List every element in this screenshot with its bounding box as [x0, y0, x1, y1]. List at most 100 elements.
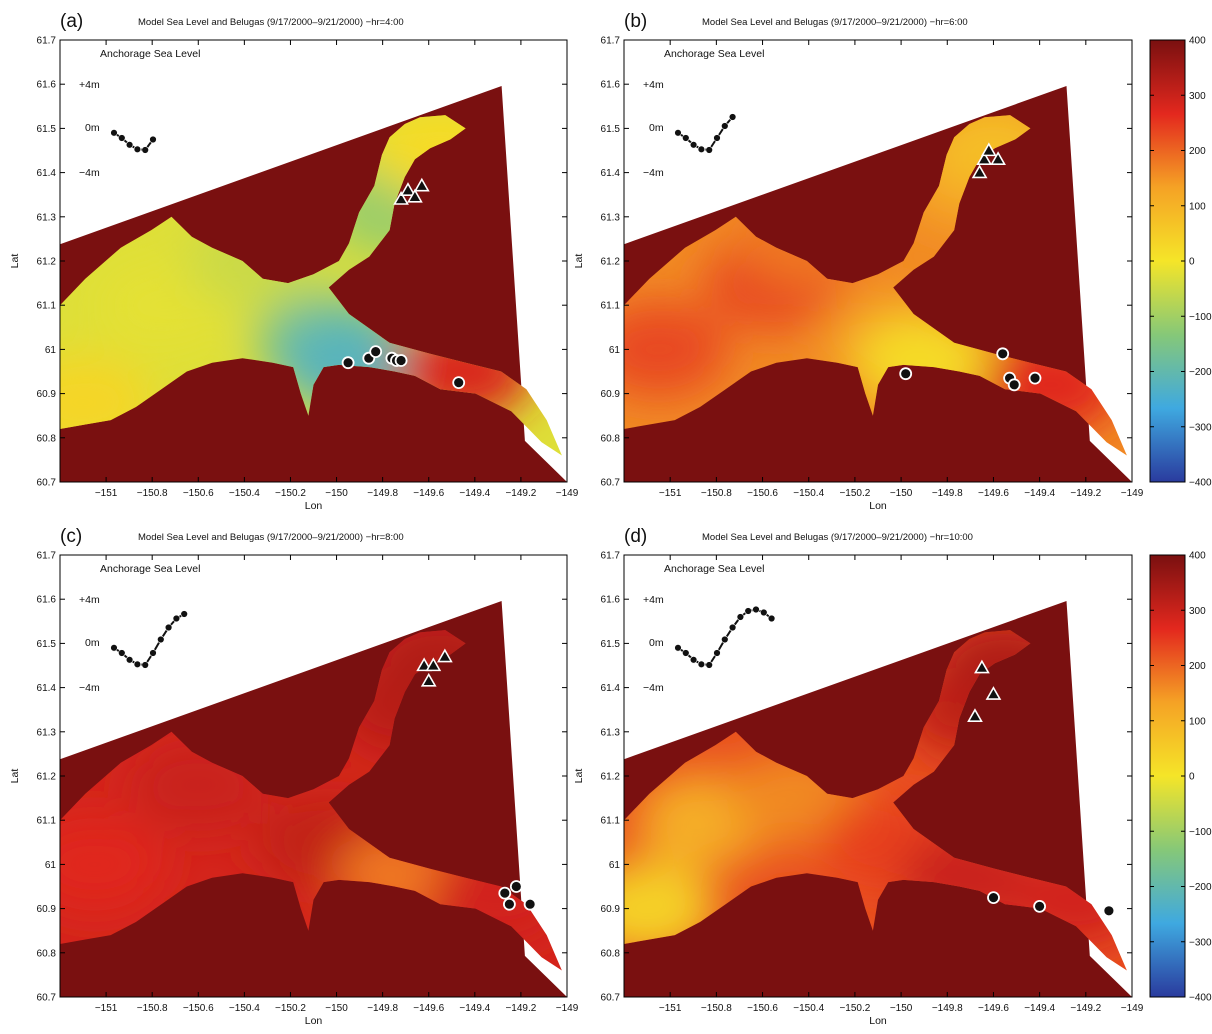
- beluga-triangle-marker: [974, 659, 990, 674]
- colorbar-tick-label: 200: [1189, 661, 1206, 672]
- colorbar-tick-label: 400: [1189, 551, 1206, 562]
- colorbar: 400 300 200 100 0 −100 −200 −300 −400: [1149, 551, 1212, 1004]
- beluga-circle-marker: [341, 356, 355, 370]
- y-tick-label: 61.4: [37, 683, 57, 694]
- y-tick-label: 61.2: [37, 257, 57, 268]
- beluga-circle-marker: [899, 367, 913, 381]
- colorbar-tick-label: 400: [1189, 36, 1206, 47]
- beluga-triangle-marker: [985, 686, 1002, 700]
- panel-letter: (a): [60, 11, 83, 32]
- y-tick-label: 61: [609, 345, 621, 356]
- colorbar: 400 300 200 100 0 −100 −200 −300 −400: [1149, 36, 1212, 489]
- sea-level-point: [118, 134, 126, 142]
- y-axis-label: Lat: [9, 769, 21, 784]
- panel-a: −151 −150.8 −150.6 −150.4 −150.2 −150 −149.8 −1…: [9, 11, 579, 512]
- beluga-circle-marker: [498, 886, 512, 900]
- x-tick-label: −150: [325, 1003, 348, 1014]
- sea-level-point: [728, 113, 737, 121]
- axes: −151 −150.8 −150.6 −150.4 −150.2 −150 −149.8 −1…: [573, 551, 1144, 1028]
- y-tick-label: 60.8: [601, 948, 621, 959]
- x-tick-label: −149.8: [367, 488, 398, 499]
- y-tick-label: 61.4: [601, 168, 621, 179]
- x-tick-label: −149.2: [1070, 488, 1101, 499]
- sea-level-point: [149, 649, 157, 657]
- y-tick-label: 61.6: [37, 80, 57, 91]
- y-tick-label: 60.9: [37, 389, 57, 400]
- x-axis-label: Lon: [869, 500, 887, 512]
- x-tick-label: −150.2: [839, 1003, 870, 1014]
- panel-title: Model Sea Level and Belugas (9/17/2000–9…: [138, 17, 404, 28]
- beluga-markers: [416, 648, 537, 911]
- y-tick-label: 60.7: [37, 478, 57, 489]
- axes: −151 −150.8 −150.6 −150.4 −150.2 −150 −149.8 −1…: [573, 36, 1144, 513]
- sea-level-point: [721, 635, 729, 644]
- x-tick-label: −149: [556, 1003, 579, 1014]
- x-tick-label: −149.8: [932, 1003, 963, 1014]
- y-tick-label: 61: [45, 860, 57, 871]
- sea-level-point: [141, 146, 149, 154]
- sea-level-point: [682, 649, 690, 657]
- beluga-circle-marker: [452, 376, 466, 390]
- beluga-circle-marker: [987, 891, 1000, 904]
- beluga-triangle-marker: [425, 657, 442, 672]
- inset-label-mid: 0m: [85, 122, 100, 134]
- x-tick-label: −151: [95, 1003, 118, 1014]
- y-tick-label: 61.5: [601, 124, 621, 135]
- beluga-triangle-marker: [393, 191, 409, 205]
- sea-level-point: [125, 656, 134, 664]
- beluga-triangle-marker: [407, 188, 423, 203]
- x-tick-label: −150.6: [747, 1003, 778, 1014]
- beluga-markers: [967, 659, 1116, 918]
- inset-label-bottom: −4m: [79, 682, 100, 694]
- inset-label-mid: 0m: [649, 637, 664, 649]
- sea-level-inset: Anchorage Sea Level +4m 0m −4m: [643, 48, 764, 179]
- y-tick-label: 61.6: [601, 595, 621, 606]
- sea-level-point: [689, 656, 698, 664]
- colorbar-tick-label: 0: [1189, 257, 1195, 268]
- beluga-markers: [341, 177, 466, 390]
- inset-label-top: +4m: [643, 594, 664, 606]
- colorbar-tick-label: −300: [1189, 422, 1212, 433]
- x-tick-label: −149.2: [505, 1003, 536, 1014]
- x-tick-label: −150.2: [275, 1003, 306, 1014]
- inset-title: Anchorage Sea Level: [100, 48, 200, 60]
- y-tick-label: 61.6: [37, 595, 57, 606]
- x-tick-label: −149.6: [413, 1003, 444, 1014]
- x-tick-label: −149.8: [367, 1003, 398, 1014]
- beluga-triangle-marker: [420, 672, 437, 687]
- sea-level-point: [110, 644, 118, 652]
- sea-level-point: [728, 623, 737, 632]
- x-tick-label: −150: [890, 1003, 913, 1014]
- colorbar-tick-label: −400: [1189, 993, 1212, 1004]
- x-tick-label: −150.4: [229, 1003, 260, 1014]
- colorbar-tick-label: 100: [1189, 201, 1206, 212]
- panel-letter: (d): [624, 526, 647, 547]
- x-tick-label: −150.6: [747, 488, 778, 499]
- sea-level-inset: Anchorage Sea Level +4m 0m −4m: [79, 48, 200, 179]
- x-tick-label: −150.4: [793, 488, 824, 499]
- x-tick-label: −149: [556, 488, 579, 499]
- beluga-circle-marker: [1028, 371, 1042, 385]
- x-tick-label: −151: [659, 1003, 682, 1014]
- x-tick-label: −150: [890, 488, 913, 499]
- sea-level-point: [697, 660, 706, 668]
- colorbar-tick-label: 300: [1189, 91, 1206, 102]
- y-tick-label: 61.3: [601, 212, 621, 223]
- x-tick-label: −149: [1121, 1003, 1144, 1014]
- x-tick-label: −149.8: [932, 488, 963, 499]
- sea-level-point: [705, 146, 713, 154]
- sea-level-point: [674, 644, 682, 652]
- colorbar-tick-label: −300: [1189, 937, 1212, 948]
- beluga-circle-marker: [509, 880, 523, 893]
- panel-d: −151 −150.8 −150.6 −150.4 −150.2 −150 −149.8 −1…: [573, 526, 1212, 1027]
- beluga-circle-marker: [1102, 904, 1116, 918]
- panel-title: Model Sea Level and Belugas (9/17/2000–9…: [138, 532, 404, 543]
- beluga-triangle-marker: [990, 151, 1006, 166]
- beluga-triangle-marker: [967, 708, 983, 723]
- axes: −151 −150.8 −150.6 −150.4 −150.2 −150 −149.8 −1…: [9, 551, 579, 1028]
- sea-level-point: [697, 145, 706, 154]
- colorbar-tick-label: −100: [1189, 312, 1212, 323]
- sea-level-point: [713, 134, 721, 142]
- axes: −151 −150.8 −150.6 −150.4 −150.2 −150 −149.8 −1…: [9, 36, 579, 513]
- y-tick-label: 61.3: [601, 727, 621, 738]
